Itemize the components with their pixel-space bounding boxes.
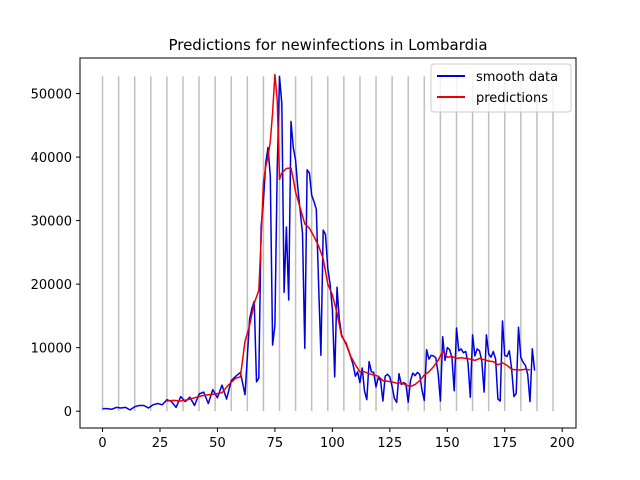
x-axis: 0 25 50 75 100 125 150 175 200 [98, 428, 575, 451]
x-tick-label-6: 150 [435, 436, 460, 451]
x-tick-label-3: 75 [267, 436, 284, 451]
x-tick-label-2: 50 [209, 436, 226, 451]
y-tick-label-0: 0 [64, 405, 72, 420]
x-tick-label-0: 0 [98, 436, 106, 451]
y-tick-label-1: 10000 [31, 342, 72, 357]
y-tick-label-5: 50000 [31, 88, 72, 103]
legend: smooth data predictions [430, 63, 572, 113]
vertical-lines [101, 76, 554, 412]
x-tick-label-7: 175 [492, 436, 517, 451]
legend-label-smooth-data: smooth data [476, 70, 558, 85]
series-layer [102, 73, 536, 411]
legend-label-predictions: predictions [476, 91, 548, 106]
x-tick-label-4: 100 [320, 436, 345, 451]
y-tick-label-4: 40000 [31, 151, 72, 166]
x-tick-label-8: 200 [550, 436, 575, 451]
y-tick-label-3: 30000 [31, 215, 72, 230]
x-tick-label-1: 25 [152, 436, 169, 451]
legend-box [430, 63, 572, 113]
y-tick-label-2: 20000 [31, 278, 72, 293]
x-tick-label-5: 125 [377, 436, 402, 451]
chart-title: Predictions for newinfections in Lombard… [168, 36, 487, 54]
y-axis: 0 10000 20000 30000 40000 50000 [31, 88, 80, 420]
series-line-smooth-data [102, 75, 536, 411]
series-line-predictions [166, 73, 531, 402]
plot-frame [79, 57, 577, 429]
